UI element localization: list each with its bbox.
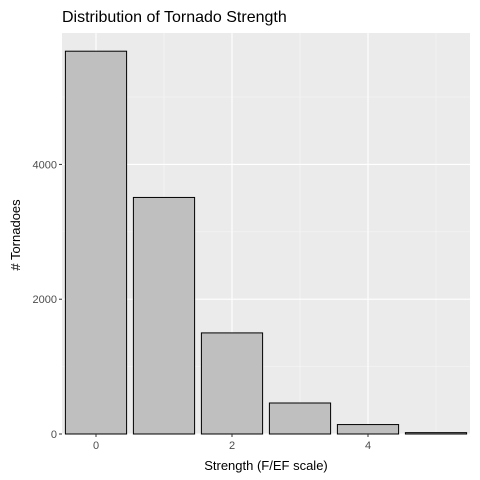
x-tick-label: 2 <box>229 440 235 452</box>
chart-title: Distribution of Tornado Strength <box>62 9 287 26</box>
bar-3 <box>268 402 332 435</box>
bar-2 <box>200 332 264 435</box>
y-tick-label: 2000 <box>33 294 57 306</box>
y-axis: 0 2000 4000 <box>33 159 62 441</box>
bar-0 <box>64 50 128 435</box>
grid-lines <box>62 33 470 435</box>
x-axis: 0 2 4 <box>93 434 371 452</box>
plot-panel <box>62 33 470 434</box>
bar-4 <box>336 424 400 435</box>
x-tick-label: 0 <box>93 440 99 452</box>
y-axis-title: # Tornadoes <box>8 199 23 271</box>
bar-1 <box>132 196 196 435</box>
bars <box>64 50 468 435</box>
x-axis-title: Strength (F/EF scale) <box>204 458 328 473</box>
bar-5 <box>404 432 468 435</box>
y-tick-label: 4000 <box>33 159 57 171</box>
y-tick-label: 0 <box>51 429 57 441</box>
x-tick-label: 4 <box>365 440 371 452</box>
